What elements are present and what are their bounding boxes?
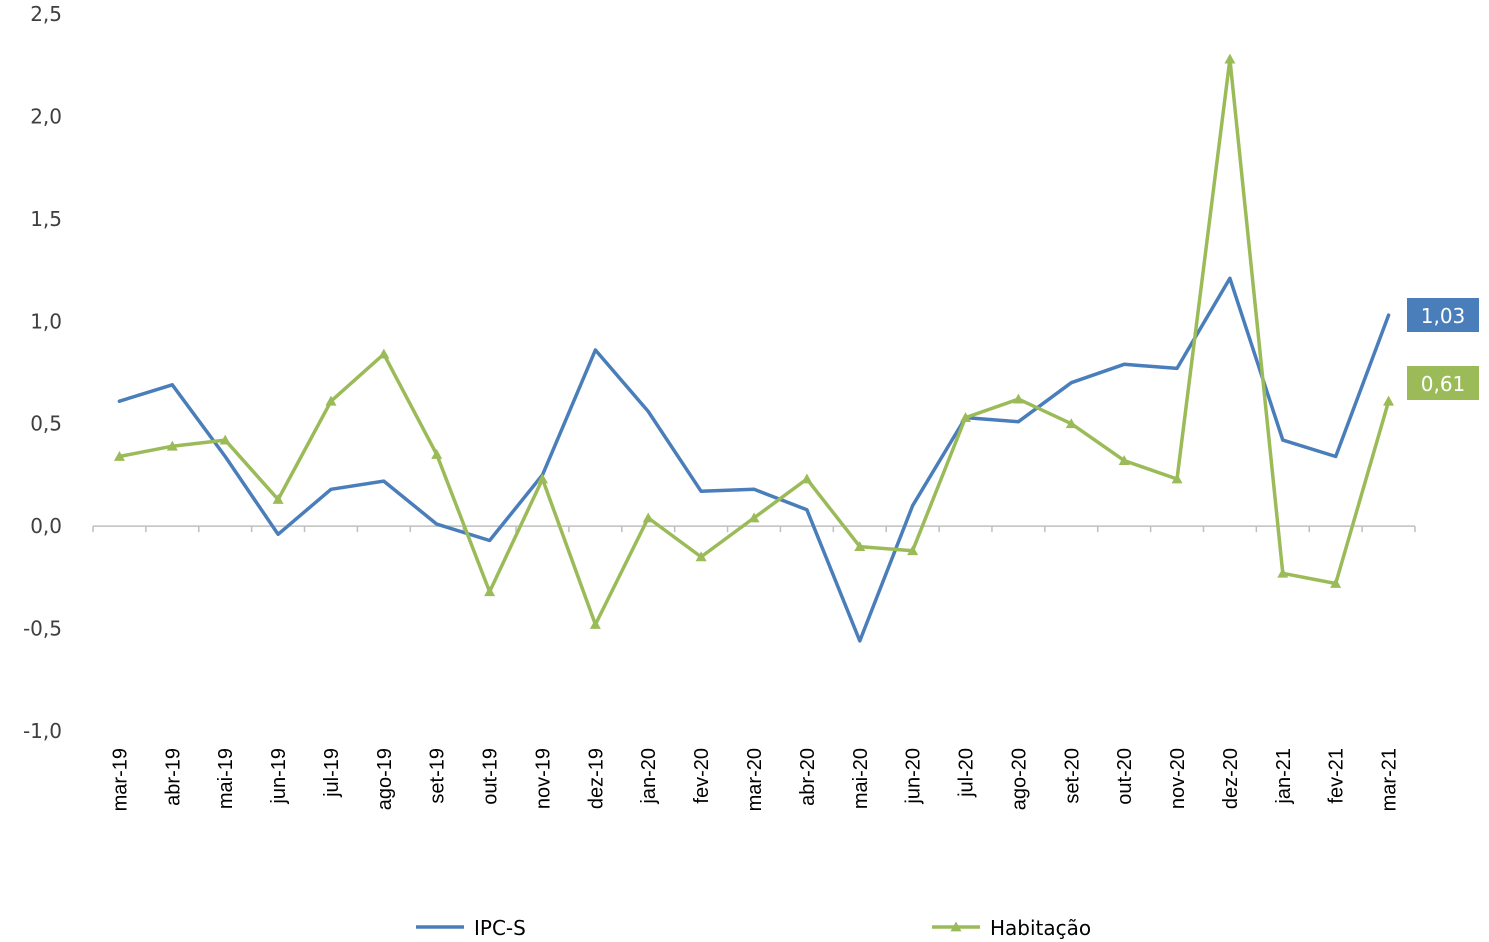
series-layer — [113, 53, 1395, 643]
x-tick-label: mar-20 — [744, 748, 766, 811]
series-point-2 — [431, 448, 443, 459]
series-point-2 — [960, 412, 972, 422]
x-axis — [92, 525, 1416, 533]
x-axis-ticks: mar-19 abr-19 mai-19 jun-19 jul-19 ago-19 set-… — [109, 748, 1400, 811]
x-tick-label: jun-20 — [903, 748, 925, 805]
legend: IPC-S Habitação — [416, 916, 1091, 940]
x-tick-label: abr-20 — [797, 748, 819, 806]
x-tick-label: abr-19 — [162, 748, 184, 806]
x-tick-label: mar-21 — [1379, 748, 1401, 811]
legend-label-1: IPC-S — [474, 916, 526, 940]
series-point-2 — [642, 512, 654, 523]
series-point-2 — [907, 545, 919, 556]
x-tick-label: fev-21 — [1326, 748, 1348, 804]
series-point-2 — [1118, 455, 1130, 465]
x-tick-label: jun-19 — [268, 748, 290, 805]
legend-marker-2 — [950, 921, 962, 932]
x-tick-label: nov-20 — [1167, 748, 1189, 809]
x-tick-label: ago-20 — [1008, 748, 1030, 810]
x-tick-label: out-20 — [1114, 748, 1136, 805]
x-tick-label: set-20 — [1061, 748, 1083, 804]
y-tick-label: 2,5 — [30, 2, 62, 26]
x-tick-label: fev-20 — [691, 748, 713, 804]
end-label-box-2 — [1407, 366, 1479, 400]
series-point-2 — [695, 551, 707, 562]
series-point-2 — [272, 494, 284, 504]
y-tick-label: 1,5 — [30, 207, 62, 231]
series-point-2 — [801, 473, 813, 484]
x-tick-label: ago-19 — [374, 748, 396, 810]
legend-label-2: Habitação — [990, 916, 1091, 940]
x-tick-label: mai-20 — [850, 748, 872, 809]
y-axis-ticks: -1,0 -0,5 0,0 0,5 1,0 1,5 2,0 2,5 — [23, 2, 62, 743]
y-tick-label: 1,0 — [30, 309, 62, 333]
end-label-1: 1,03 — [1421, 304, 1466, 328]
series-point-2 — [1012, 393, 1024, 404]
x-tick-label: out-19 — [480, 748, 502, 805]
y-tick-label: 2,0 — [30, 104, 62, 128]
series-point-2 — [1383, 395, 1395, 406]
y-tick-label: 0,0 — [30, 514, 62, 538]
x-tick-label: jul-20 — [956, 748, 978, 798]
y-tick-label: 0,5 — [30, 412, 62, 436]
y-tick-label: -0,5 — [23, 617, 62, 641]
x-tick-label: mar-19 — [109, 748, 131, 811]
series-point-2 — [1277, 567, 1289, 578]
series-point-2 — [378, 348, 390, 359]
series-point-2 — [113, 450, 125, 461]
end-label-box-1 — [1407, 298, 1479, 332]
x-tick-label: jul-19 — [321, 748, 343, 798]
x-tick-label: dez-20 — [1220, 748, 1242, 809]
series-point-2 — [1330, 578, 1342, 588]
series-point-2 — [1224, 53, 1236, 64]
series-point-2 — [166, 440, 178, 451]
series-line-1 — [117, 276, 1391, 643]
x-tick-label: jan-21 — [1273, 748, 1295, 805]
series-point-2 — [1065, 418, 1077, 429]
end-label-2: 0,61 — [1421, 372, 1466, 396]
series-point-2 — [854, 541, 866, 552]
series-point-2 — [484, 586, 496, 597]
series-point-2 — [325, 395, 337, 406]
x-tick-label: jan-20 — [638, 748, 660, 805]
x-tick-label: set-19 — [427, 748, 449, 804]
x-tick-label: nov-19 — [532, 748, 554, 809]
series-line-2 — [117, 57, 1391, 627]
x-tick-label: mai-19 — [215, 748, 237, 809]
series-point-2 — [219, 434, 231, 445]
series-point-2 — [1171, 473, 1183, 484]
x-tick-label: dez-19 — [585, 748, 607, 809]
series-point-2 — [748, 512, 760, 523]
y-tick-label: -1,0 — [23, 719, 62, 743]
end-labels: 1,03 0,61 — [1407, 298, 1479, 400]
series-point-2 — [589, 618, 601, 629]
series-point-2 — [536, 473, 548, 484]
